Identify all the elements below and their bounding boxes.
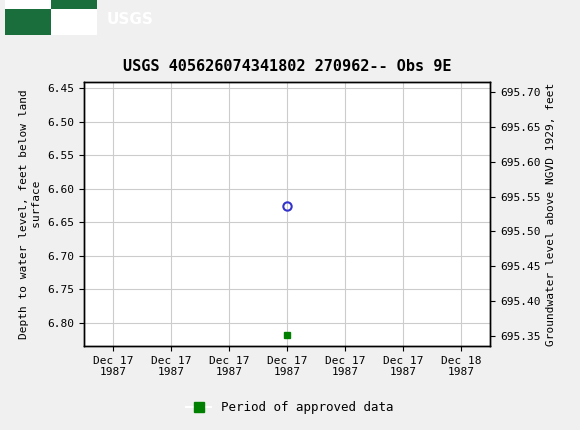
Bar — [51, 0, 97, 9]
Bar — [5, 9, 51, 35]
Y-axis label: Depth to water level, feet below land
   surface: Depth to water level, feet below land su… — [19, 89, 42, 339]
Bar — [51, 9, 97, 35]
Y-axis label: Groundwater level above NGVD 1929, feet: Groundwater level above NGVD 1929, feet — [546, 82, 556, 346]
Title: USGS 405626074341802 270962-- Obs 9E: USGS 405626074341802 270962-- Obs 9E — [123, 58, 451, 74]
Bar — [5, 0, 51, 9]
Text: USGS: USGS — [106, 12, 153, 27]
Legend: Period of approved data: Period of approved data — [181, 396, 399, 419]
